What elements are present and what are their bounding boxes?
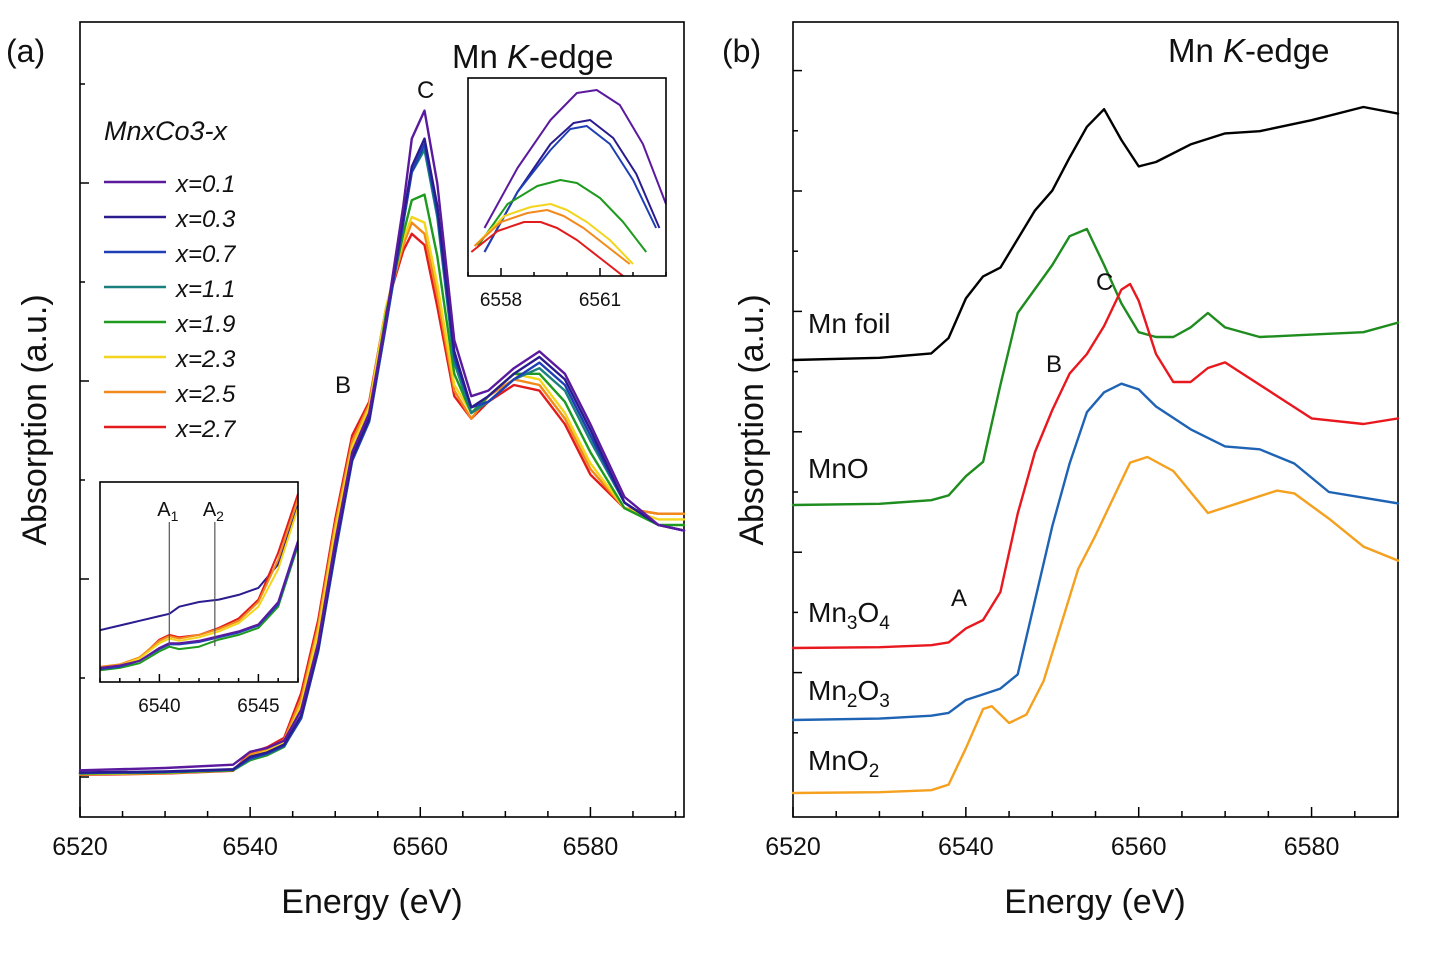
panel-b-title-prefix: Mn: [1168, 32, 1223, 69]
legend-label-x-0-7: x=0.7: [175, 241, 237, 268]
mn3o4-main2: O: [857, 597, 879, 628]
panel-a-legend: x=0.1 x=0.3 x=0.7 x=1.1 x=1.9 x=2.3 x=2.5 x=2.7: [104, 171, 237, 443]
inset-peak-background: [468, 78, 666, 276]
inset-peak-xtick-label: 6561: [579, 290, 621, 311]
mno2-main2: O: [847, 745, 869, 776]
panel-b-ticks: 6520 6540 6560 6580: [765, 69, 1399, 861]
inset-peak-line-4: [473, 203, 634, 265]
panel-a-title: Mn K-edge: [452, 38, 613, 75]
series-line-mn2o3: [791, 382, 1400, 722]
inset-edge-curves: [100, 493, 298, 672]
sample-label-mno2: MnO2: [808, 745, 879, 782]
panel-a-title-prefix: Mn: [452, 38, 507, 75]
inset-edge-marker-sub: 2: [216, 508, 224, 524]
inset-edge-xtick-label: 6540: [138, 696, 180, 717]
panel-a-ticks: 6520 6540 6560 6580: [52, 83, 677, 861]
series-line-mn3o4: [791, 282, 1400, 650]
mn3o4-main: Mn: [808, 597, 847, 628]
series-line-mno: [791, 227, 1400, 507]
inset-edge-marker-label-0: A1: [157, 499, 178, 524]
panel-b-xtick-label: 6540: [938, 833, 994, 861]
panel-b-xtick-label: 6580: [1284, 833, 1340, 861]
panel-a-legend-title: MnxCo3-x: [104, 116, 229, 146]
inset-peak-xtick-label: 6558: [480, 290, 522, 311]
inset-edge-markers: A1 A2: [157, 499, 224, 646]
legend-label-x-2-7: x=2.7: [175, 416, 237, 443]
sample-label-mno: MnO: [808, 453, 869, 484]
inset-edge-line-6: [100, 540, 298, 669]
panel-b-title-suffix: -edge: [1245, 32, 1329, 69]
mno2-sub2: 2: [869, 761, 880, 782]
panel-a-xlabel: Energy (eV): [281, 883, 462, 921]
panel-a-inset-peak: 6558 6561: [467, 77, 667, 311]
legend-label-x-2-5: x=2.5: [175, 381, 236, 408]
mno2-main: Mn: [808, 745, 847, 776]
panel-b: 6520 6540 6560 6580 (b) Mn K-edge A B C Mn …: [722, 21, 1400, 921]
inset-edge-marker-label-1: A2: [203, 499, 224, 524]
series-line-x-0-1: [78, 109, 686, 772]
panel-b-title-italic: K: [1223, 32, 1247, 69]
panel-a-label: (a): [6, 33, 45, 69]
inset-edge-line-0: [100, 505, 298, 632]
panel-a-inset-edge: A1 A2 6540 6545: [99, 481, 299, 717]
sample-label-mn-foil: Mn foil: [808, 308, 890, 339]
inset-edge-marker-letter: A: [203, 499, 217, 521]
inset-peak-line-0: [483, 89, 666, 229]
inset-peak-ticks: 6558 6561: [467, 268, 667, 311]
panel-a-ylabel: Absorption (a.u.): [16, 294, 54, 545]
mn2o3-sub2: 3: [879, 691, 890, 712]
sample-label-mn2o3: Mn2O3: [808, 675, 890, 712]
inset-edge-marker-sub: 1: [171, 508, 179, 524]
legend-label-x-0-1: x=0.1: [175, 171, 235, 198]
legend-label-x-1-1: x=1.1: [175, 276, 235, 303]
panel-b-ylabel: Absorption (a.u.): [733, 294, 771, 545]
legend-label-x-2-3: x=2.3: [175, 346, 236, 373]
panel-a-curves: [78, 109, 686, 776]
inset-edge-line-1: [100, 545, 298, 672]
panel-a-frame: [79, 21, 685, 818]
inset-peak-line-2: [483, 125, 658, 253]
panel-b-peak-b: B: [1046, 351, 1062, 378]
inset-peak-line-6: [470, 221, 624, 276]
mn3o4-sub2: 4: [879, 613, 890, 634]
legend-label-x-0-3: x=0.3: [175, 206, 236, 233]
panel-a-peak-b: B: [335, 372, 351, 399]
series-line-mn-foil: [791, 105, 1400, 362]
panel-a-xtick-label: 6540: [222, 833, 278, 861]
panel-a: 6520 6540 6560 6580 (a) Mn K-edge B C MnxCo…: [6, 21, 686, 921]
panel-a-xtick-label: 6520: [52, 833, 108, 861]
inset-edge-xtick-label: 6545: [237, 696, 279, 717]
inset-peak-curves: [470, 89, 666, 276]
panel-b-curves: [791, 105, 1400, 795]
panel-b-peak-c: C: [1096, 269, 1113, 296]
panel-b-xtick-label: 6520: [765, 833, 821, 861]
inset-peak-line-3: [477, 179, 647, 253]
panel-b-peak-a: A: [951, 585, 967, 612]
inset-edge-ticks: 6540 6545: [99, 674, 299, 717]
mn3o4-sub1: 3: [847, 613, 858, 634]
series-line-x-2-3: [78, 215, 686, 776]
panel-a-title-suffix: -edge: [529, 38, 613, 75]
panel-b-label: (b): [722, 33, 761, 69]
series-line-x-0-3: [78, 137, 686, 774]
series-line-mno2: [791, 455, 1400, 795]
mn2o3-main2: O: [857, 675, 879, 706]
panel-b-xlabel: Energy (eV): [1004, 883, 1185, 921]
panel-b-xtick-label: 6560: [1111, 833, 1167, 861]
inset-edge-line-4: [100, 507, 298, 669]
legend-label-x-1-9: x=1.9: [175, 311, 235, 338]
panel-a-peak-c: C: [417, 77, 434, 104]
inset-edge-line-3: [100, 498, 298, 668]
panel-a-xtick-label: 6560: [392, 833, 448, 861]
sample-label-mn3o4: Mn3O4: [808, 597, 890, 634]
mn2o3-sub1: 2: [847, 691, 858, 712]
panel-b-title: Mn K-edge: [1168, 32, 1329, 69]
inset-edge-marker-letter: A: [157, 499, 171, 521]
panel-a-xtick-label: 6580: [563, 833, 619, 861]
panel-a-title-italic: K: [507, 38, 531, 75]
mn2o3-main: Mn: [808, 675, 847, 706]
inset-peak-line-5: [473, 209, 631, 265]
